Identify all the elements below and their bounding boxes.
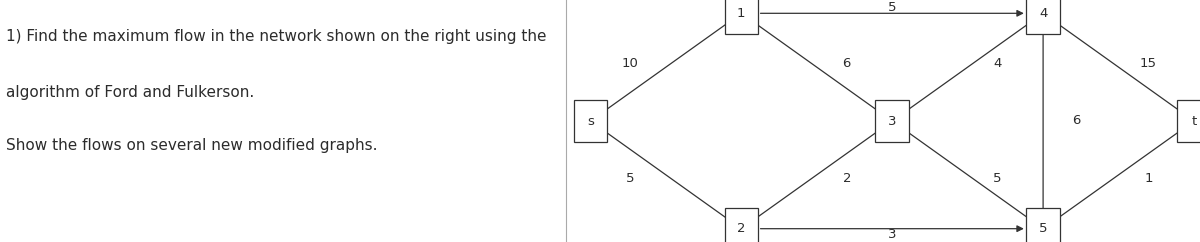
Text: 15: 15 [1140, 57, 1157, 70]
Text: 5: 5 [1039, 222, 1048, 235]
Text: algorithm of Ford and Fulkerson.: algorithm of Ford and Fulkerson. [6, 85, 254, 100]
Text: 4: 4 [1039, 7, 1048, 20]
Text: 4: 4 [994, 57, 1002, 70]
Text: 5: 5 [994, 172, 1002, 185]
Text: 1: 1 [1145, 172, 1153, 185]
FancyBboxPatch shape [574, 100, 607, 142]
Text: 2: 2 [737, 222, 745, 235]
Text: 6: 6 [842, 57, 851, 70]
Text: 3: 3 [888, 228, 896, 241]
Text: 3: 3 [888, 114, 896, 128]
Text: Show the flows on several new modified graphs.: Show the flows on several new modified g… [6, 138, 378, 153]
FancyBboxPatch shape [725, 0, 758, 34]
Text: s: s [587, 114, 594, 128]
Text: 5: 5 [888, 1, 896, 14]
Text: 1: 1 [737, 7, 745, 20]
Text: 5: 5 [625, 172, 634, 185]
FancyBboxPatch shape [876, 100, 910, 142]
FancyBboxPatch shape [1177, 100, 1200, 142]
Text: 6: 6 [1073, 114, 1081, 128]
Text: 10: 10 [622, 57, 638, 70]
Text: 2: 2 [842, 172, 851, 185]
FancyBboxPatch shape [1026, 208, 1060, 242]
FancyBboxPatch shape [1026, 0, 1060, 34]
FancyBboxPatch shape [725, 208, 758, 242]
Text: 1) Find the maximum flow in the network shown on the right using the: 1) Find the maximum flow in the network … [6, 29, 546, 44]
Text: t: t [1192, 114, 1196, 128]
